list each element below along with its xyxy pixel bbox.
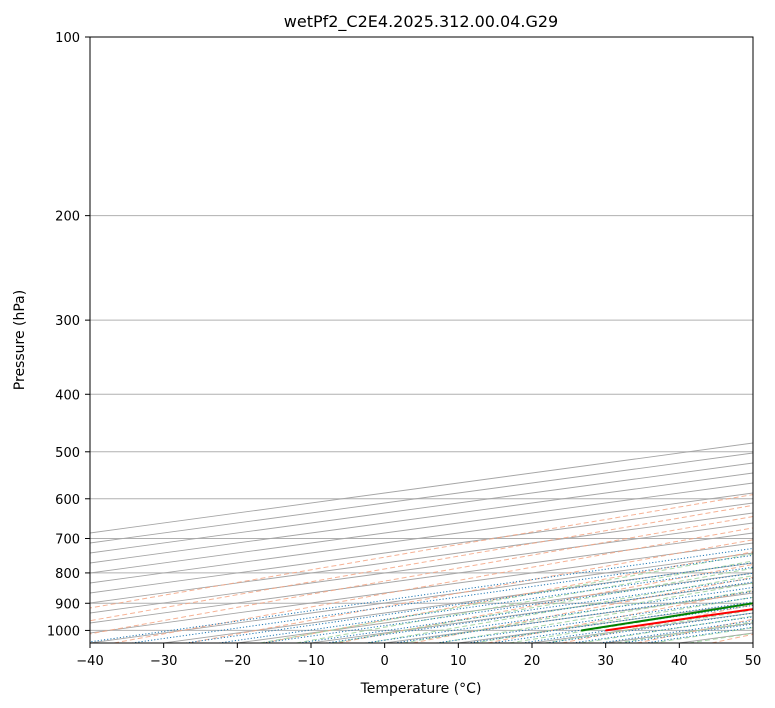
mixing-ratio-line [185,562,753,643]
mixing-ratio-line [262,572,753,643]
plot-area [90,37,753,643]
y-tick-label: 1000 [47,624,80,639]
dry-adiabat [90,504,753,622]
mixing-ratio-line [299,577,753,643]
x-tick-label: 40 [671,654,688,669]
plot-frame [89,36,754,644]
y-tick-label: 700 [55,533,80,548]
dry-adiabat [338,563,753,643]
y-tick-label: 400 [55,388,80,403]
x-tick-label: 10 [450,654,467,669]
x-tick-label: 20 [524,654,541,669]
isotherm-line [90,532,753,624]
x-tick-label: 50 [745,654,762,669]
isotherm-line [90,522,753,614]
background-lines [90,37,753,643]
y-tick-label: 200 [55,210,80,225]
chart-title: wetPf2_C2E4.2025.312.00.04.G29 [284,12,558,32]
isotherm-line [90,512,753,604]
mixing-ratio-line [572,616,753,643]
y-tick-label: 100 [55,31,80,46]
y-tick-label: 600 [55,493,80,508]
x-tick-label: −30 [150,654,177,669]
isotherm-line [90,502,753,594]
y-axis-label: Pressure (hPa) [12,290,28,390]
isotherm-line [90,482,753,574]
x-axis-label: Temperature (°C) [360,681,482,697]
mixing-ratio-line [218,566,753,643]
x-tick-label: 0 [381,654,389,669]
isotherm-line [90,492,753,584]
y-tick-label: 900 [55,597,80,612]
isotherm-line [90,472,753,564]
x-tick-label: −10 [297,654,324,669]
x-tick-label: −40 [76,654,103,669]
dry-adiabat [114,527,753,643]
mixing-ratio-line [546,612,753,643]
dry-adiabat [90,494,753,609]
mixing-ratio-line [326,581,753,643]
dry-adiabat [263,551,753,643]
x-tick-label: 30 [597,654,614,669]
moist-adiabat [296,560,753,643]
moist-adiabat [260,553,753,643]
isotherm-line [90,452,753,544]
moist-adiabat [438,589,753,643]
moist-adiabat [367,575,753,643]
y-tick-label: 800 [55,567,80,582]
axes: −40 −30 −20 −10 0 10 20 30 40 50 100 200 300 400 500 60… [47,31,761,669]
y-tick-label: 500 [55,446,80,461]
dry-adiabat [487,590,753,643]
y-tick-label: 300 [55,314,80,329]
mixing-ratio-line [90,547,753,643]
isotherm-line [90,462,753,554]
x-tick-label: −20 [224,654,251,669]
